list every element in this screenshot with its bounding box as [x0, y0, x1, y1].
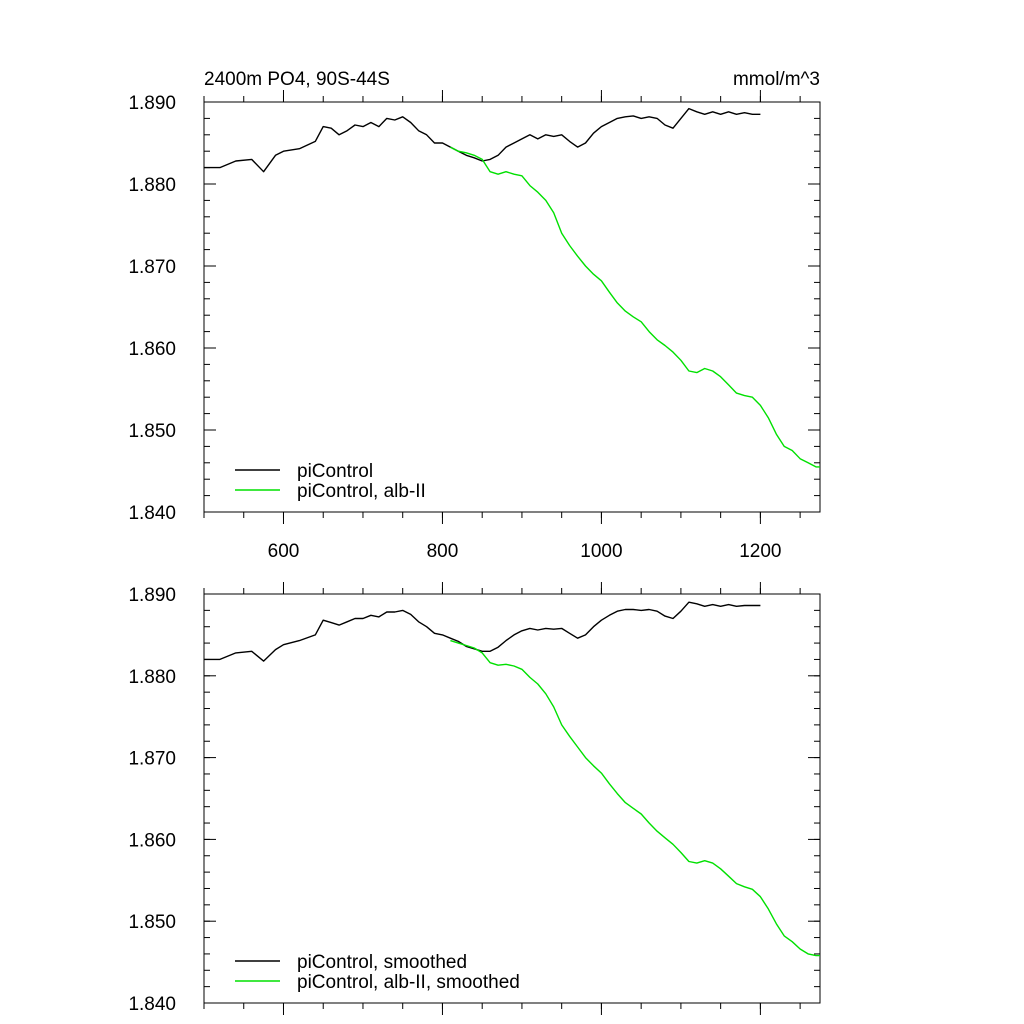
y-tick-label: 1.890	[128, 585, 176, 606]
y-tick-label: 1.850	[128, 421, 176, 442]
series-line-alb-ii	[450, 639, 820, 957]
bottom-panel: 1.840 1.850 1.860 1.870 1.880 1.890 piControl,…	[128, 582, 821, 1015]
x-tick-label: 800	[427, 541, 459, 562]
series-line-alb-ii	[450, 146, 820, 468]
y-tick-label: 1.840	[128, 994, 176, 1015]
top-panel: 1.840 1.850 1.860 1.870 1.880 1.890 600 800 1000…	[128, 90, 821, 562]
legend-label: piControl, alb-II	[297, 481, 426, 502]
plot-frame	[203, 593, 821, 1004]
y-tick-label: 1.880	[128, 667, 176, 688]
y-tick-label: 1.890	[128, 93, 176, 114]
y-tick-label: 1.840	[128, 503, 176, 524]
x-tick-label: 1200	[739, 541, 781, 562]
plot-frame	[203, 101, 821, 513]
legend-label: piControl, smoothed	[297, 952, 467, 973]
y-tick-label: 1.860	[128, 339, 176, 360]
legend-label: piControl	[297, 461, 373, 482]
units-label: mmol/m^3	[733, 69, 820, 90]
y-tick-label: 1.870	[128, 749, 176, 770]
y-tick-label: 1.870	[128, 257, 176, 278]
x-tick-label: 600	[268, 541, 300, 562]
series-line-picontrol	[204, 107, 761, 173]
y-tick-label: 1.850	[128, 912, 176, 933]
y-tick-label: 1.860	[128, 830, 176, 851]
series-line-picontrol	[204, 601, 761, 662]
legend-label: piControl, alb-II, smoothed	[297, 972, 520, 993]
y-tick-label: 1.880	[128, 175, 176, 196]
x-tick-label: 1000	[580, 541, 622, 562]
chart-title: 2400m PO4, 90S-44S	[204, 69, 390, 90]
